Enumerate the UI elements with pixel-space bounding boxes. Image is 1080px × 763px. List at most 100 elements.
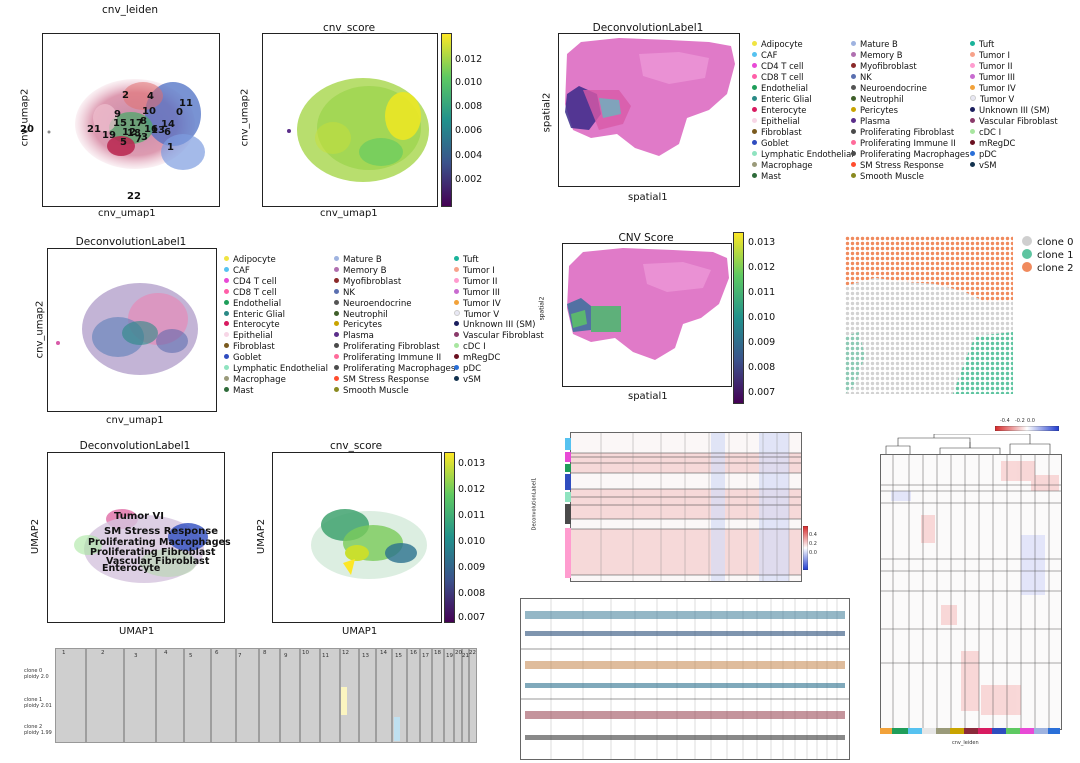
legend-swatch	[454, 266, 459, 272]
cluster-label-3: 3	[141, 132, 148, 143]
colorbar-tick: 0.013	[458, 458, 486, 469]
legend-swatch	[334, 365, 339, 371]
legend-item: SM Stress Response	[851, 160, 969, 171]
x-axis-label: UMAP1	[342, 626, 378, 637]
legend-item: Vascular Fibroblast	[970, 116, 1058, 127]
y-axis-label: cnv_umap2	[19, 88, 31, 147]
colorbar-tick: 0.010	[455, 77, 483, 88]
colorbar	[803, 526, 808, 570]
legend-item: Myofibroblast	[851, 61, 969, 72]
legend-item: Fibroblast	[224, 342, 328, 353]
legend-swatch	[752, 85, 757, 90]
legend-item: Tumor V	[970, 94, 1058, 105]
legend-item: mRegDC	[970, 138, 1058, 149]
overlay-label: Tumor VI	[114, 511, 165, 522]
overlay-label: SM Stress Response	[104, 526, 219, 537]
colorbar-tick: 0.009	[748, 337, 776, 348]
legend-item: clone 1	[1022, 249, 1073, 261]
legend-swatch	[454, 277, 459, 283]
legend-item: CD8 T cell	[752, 72, 854, 83]
legend-swatch	[970, 85, 975, 90]
colorbar-tick: 0.008	[458, 588, 486, 599]
colorbar	[733, 232, 744, 404]
plot-area	[562, 243, 732, 387]
overlay-label: Proliferating Macrophages	[88, 537, 231, 548]
y-axis-label: spatial2	[538, 296, 546, 321]
cluster-label-5: 5	[120, 137, 127, 148]
legend-swatch	[752, 52, 757, 57]
legend-swatch	[224, 332, 229, 338]
legend-swatch	[752, 129, 757, 134]
colorbar-tick: 0.010	[748, 312, 776, 323]
legend-swatch	[970, 140, 975, 145]
legend-item: cDC I	[454, 342, 544, 353]
chromosome-label: 11	[322, 653, 329, 659]
cluster-label-11: 11	[179, 98, 193, 109]
chromosome-label: 6	[215, 650, 219, 656]
panel-title: cnv_score	[329, 440, 383, 452]
legend-swatch	[334, 266, 339, 272]
legend-item: Unknown III (SM)	[454, 320, 544, 331]
legend-swatch	[851, 41, 856, 46]
colorbar-tick: 0.0	[809, 550, 817, 556]
plot-area	[272, 452, 442, 623]
colorbar-tick: 0.4	[809, 532, 817, 538]
overlay-label: Vascular Fibroblast	[106, 556, 210, 567]
cluster-label-22: 22	[127, 191, 141, 202]
legend-swatch	[851, 162, 856, 167]
legend-swatch	[334, 277, 339, 283]
y-axis-label: DeconvolutionLabel1	[531, 477, 538, 531]
legend-swatch	[224, 375, 229, 381]
legend-swatch	[334, 332, 339, 338]
legend-swatch	[752, 41, 757, 46]
legend-swatch	[224, 386, 229, 392]
legend-column-1: Adipocyte CAF CD4 T cell CD8 T cell Endo…	[224, 255, 328, 397]
legend-item: clone 2	[1022, 262, 1073, 274]
legend-item: Lymphatic Endothelial	[224, 364, 328, 375]
cluster-label-13: 13	[151, 125, 165, 136]
legend-swatch	[334, 299, 339, 305]
colorbar-tick: -0.2	[1015, 418, 1025, 424]
legend-swatch	[224, 266, 229, 272]
legend-item: Tumor V	[454, 309, 544, 321]
legend-item: Mature B	[851, 39, 969, 50]
legend-item: pDC	[970, 149, 1058, 160]
chromosome-label: 10	[302, 650, 309, 656]
legend-item: Adipocyte	[224, 255, 328, 266]
legend-swatch	[970, 41, 975, 46]
umap-scatter	[47, 79, 205, 170]
legend-item: Memory B	[851, 50, 969, 61]
colorbar-tick: 0.007	[458, 612, 486, 623]
legend-item: CD4 T cell	[752, 61, 854, 72]
legend-item: Macrophage	[224, 375, 328, 386]
colorbar-tick: 0.008	[455, 101, 483, 112]
chromosome-label: 17	[422, 653, 429, 659]
legend-item: Tumor III	[970, 72, 1058, 83]
track-area	[520, 598, 850, 760]
legend-swatch	[454, 332, 459, 338]
cluster-label-15: 15	[113, 118, 127, 129]
legend-item: Tumor III	[454, 288, 544, 299]
legend-swatch	[454, 309, 460, 316]
cnv-heatmap	[881, 455, 1061, 729]
panel-title: DeconvolutionLabel1	[592, 22, 704, 34]
plot-area	[558, 33, 740, 187]
legend-swatch	[224, 354, 229, 360]
legend-item: Pericytes	[851, 105, 969, 116]
legend-swatch	[970, 52, 975, 57]
panel-title: cnv_leiden	[102, 4, 158, 16]
cluster-label-1: 1	[167, 142, 174, 153]
legend-item: CD8 T cell	[224, 288, 328, 299]
colorbar	[441, 33, 452, 207]
cluster-label-14: 14	[161, 119, 175, 130]
legend-swatch	[224, 299, 229, 305]
legend-swatch	[224, 277, 229, 283]
legend-swatch	[1022, 236, 1032, 246]
heatmap-area	[880, 454, 1062, 730]
x-axis-label: cnv_umap1	[98, 208, 156, 219]
legend-swatch	[334, 354, 339, 360]
chromosome-label: 2	[101, 650, 105, 656]
legend-item: Tuft	[454, 255, 544, 266]
plot-area	[47, 248, 217, 412]
clone-ploidy: ploidy 2.0	[24, 674, 49, 680]
